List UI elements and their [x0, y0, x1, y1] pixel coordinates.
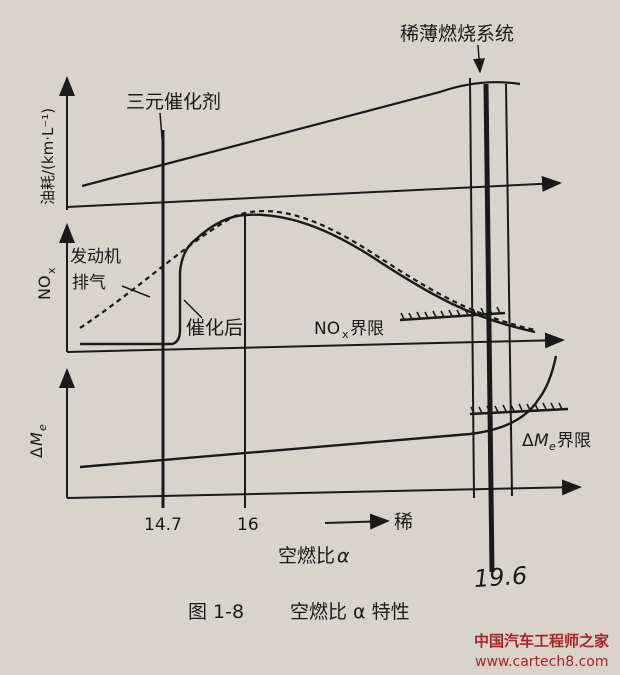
- fuel-x-axis: [66, 175, 562, 208]
- svg-text:e: e: [36, 424, 49, 431]
- dme-axis-label: Δ M e: [27, 424, 49, 458]
- engine-exhaust-leader: [121, 285, 151, 298]
- dme-x-axis: [66, 479, 582, 499]
- lean-burn-label: 稀薄燃烧系统: [400, 23, 514, 45]
- svg-text:NO: NO: [35, 275, 54, 300]
- nox-limit-label: NO x 界限: [314, 319, 384, 341]
- catalyst-leader: [159, 112, 164, 151]
- lean-region-left-line: [469, 77, 475, 499]
- lean-direction-label: 稀: [394, 511, 413, 533]
- engine-exhaust-label-line2: 排气: [72, 273, 106, 293]
- nox-axis-label: NO x: [35, 267, 58, 300]
- svg-text:图 1-8: 图 1-8: [188, 601, 244, 623]
- lean-region-right-line: [505, 83, 513, 497]
- x-axis-title: 空燃比 α: [278, 545, 350, 567]
- svg-text:M: M: [534, 431, 549, 451]
- line-19-6: [483, 83, 495, 573]
- tick-label-16: 16: [237, 515, 259, 535]
- dme-limit-marker: [469, 402, 569, 416]
- watermark: 中国汽车工程师之家 www.cartech8.com: [474, 632, 609, 670]
- figure-caption: 图 1-8 空燃比 α 特性: [188, 601, 410, 623]
- watermark-cn: 中国汽车工程师之家: [474, 632, 609, 650]
- svg-text:α: α: [337, 545, 350, 567]
- svg-text:界限: 界限: [557, 431, 591, 451]
- after-catalyst-label: 催化后: [186, 317, 243, 339]
- lean-burn-arrow: [473, 44, 485, 74]
- nox-limit-marker: [399, 306, 506, 322]
- fuel-axis-label: 油耗/(km·L⁻¹): [39, 108, 57, 205]
- watermark-url: www.cartech8.com: [475, 654, 608, 670]
- nox-x-axis: [66, 332, 565, 353]
- lean-direction-arrow: [324, 513, 390, 530]
- reference-lines: [161, 77, 513, 573]
- after-catalyst-leader: [183, 299, 203, 319]
- catalyst-label: 三元催化剂: [126, 91, 221, 113]
- dme-curve: [79, 355, 558, 469]
- dme-limit-label: Δ M e 界限: [522, 431, 591, 453]
- svg-text:Δ: Δ: [27, 447, 46, 458]
- axes: [59, 76, 582, 499]
- svg-text:x: x: [342, 328, 349, 341]
- svg-text:界限: 界限: [350, 319, 384, 339]
- engine-exhaust-label-line1: 发动机: [70, 247, 121, 267]
- svg-text:Δ: Δ: [522, 431, 534, 451]
- fuel-consumption-curve: [81, 81, 521, 188]
- leaders: [121, 44, 485, 530]
- tick-label-14-7: 14.7: [144, 515, 182, 535]
- svg-text:e: e: [549, 440, 556, 453]
- svg-text:空燃比 α 特性: 空燃比 α 特性: [290, 601, 410, 623]
- svg-text:M: M: [27, 432, 46, 446]
- svg-text:空燃比: 空燃比: [278, 545, 335, 567]
- svg-text:x: x: [45, 267, 58, 274]
- nox-engine-exhaust-curve: [79, 209, 536, 332]
- nox-after-catalyst-curve: [80, 213, 536, 346]
- handwritten-19-6: 19.6: [473, 561, 528, 593]
- svg-text:NO: NO: [314, 319, 340, 339]
